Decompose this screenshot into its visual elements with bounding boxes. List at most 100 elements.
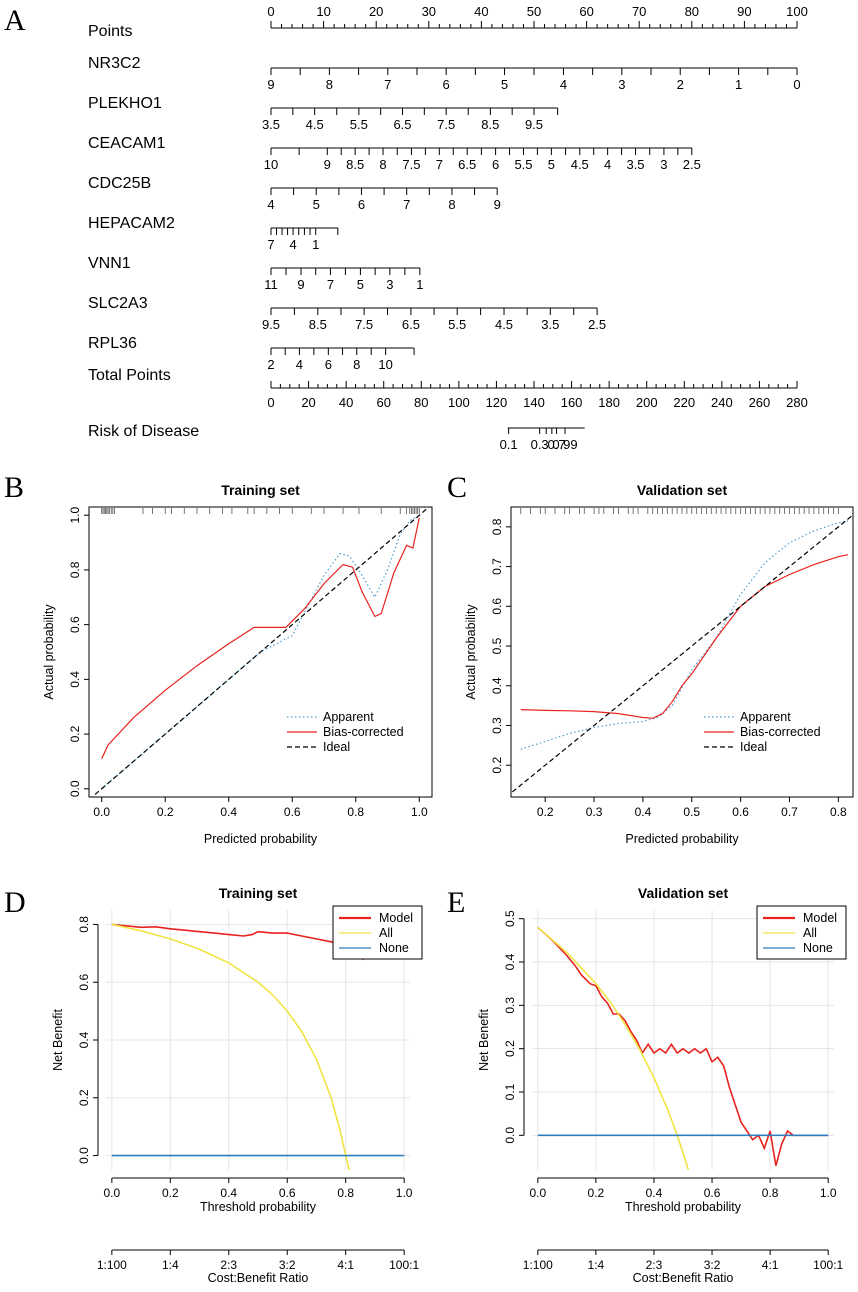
calibration-training-panel: Training set 0.0 0.2 0.4 0.6 0.8 1.0 Predicted … [42, 482, 433, 846]
var-tick-label-ceacam1: 3 [660, 157, 667, 172]
dca-valid-title: Validation set [638, 885, 729, 901]
total-points-tick-label: 20 [301, 395, 315, 410]
cal-valid-x-tick-label: 0.4 [635, 805, 652, 819]
risk-label: Risk of Disease [88, 423, 199, 440]
dca-valid-x-tick-label: 0.4 [646, 1186, 663, 1200]
var-tick-label-vnn1: 1 [416, 277, 423, 292]
panel-letter-e: E [447, 886, 465, 919]
var-tick-label-ceacam1: 5.5 [514, 157, 532, 172]
dca-train-x-tick-label: 0.8 [337, 1186, 354, 1200]
var-tick-label-hepacam2: 1 [312, 237, 319, 252]
dca-train-y-label: Net Benefit [51, 1009, 65, 1071]
cal-valid-frame [510, 506, 854, 798]
cal-train-x-tick-label: 0.8 [347, 805, 364, 819]
cal-valid-x-tick-label: 0.8 [830, 805, 847, 819]
dca-train-cb-tick-label: 3:2 [279, 1258, 296, 1272]
dca-train-x-label: Threshold probability [200, 1200, 317, 1214]
dca-valid-cb-tick-label: 2:3 [646, 1258, 663, 1272]
cal-valid-y-tick-label: 0.4 [490, 677, 504, 694]
cal-train-y-tick-label: 0.4 [68, 671, 82, 688]
points-tick-label: 80 [685, 4, 699, 19]
dca-valid-series-model [537, 926, 829, 1166]
cal-valid-x-tick-label: 0.7 [781, 805, 798, 819]
var-tick-label-ceacam1: 6.5 [458, 157, 476, 172]
cal-valid-legend-label-bias-corrected: Bias-corrected [740, 725, 821, 739]
var-tick-label-plekho1: 4.5 [306, 117, 324, 132]
var-tick-label-cdc25b: 7 [403, 197, 410, 212]
dca-valid-legend-label-all: All [803, 926, 817, 940]
cal-train-x-label: Predicted probability [204, 832, 318, 846]
var-tick-label-cdc25b: 5 [313, 197, 320, 212]
cal-valid-x-tick-label: 0.6 [732, 805, 749, 819]
cal-valid-y-tick-label: 0.7 [490, 558, 504, 575]
cal-valid-x-tick-label: 0.2 [537, 805, 554, 819]
dca-valid-y-tick-label: 0.5 [503, 910, 517, 927]
var-tick-label-ceacam1: 8 [379, 157, 386, 172]
var-tick-label-slc2a3: 3.5 [541, 317, 559, 332]
points-tick-label: 100 [786, 4, 808, 19]
var-tick-label-vnn1: 9 [297, 277, 304, 292]
var-tick-label-ceacam1: 8.5 [346, 157, 364, 172]
dca-valid-y-tick-label: 0.2 [503, 1040, 517, 1057]
dca-valid-x-label: Threshold probability [625, 1200, 742, 1214]
total-points-tick-label: 80 [414, 395, 428, 410]
cal-valid-y-tick-label: 0.2 [490, 757, 504, 774]
risk-tick-label: 0.3 [531, 437, 549, 452]
cal-train-x-tick-label: 1.0 [411, 805, 428, 819]
dca-train-cb-tick-label: 4:1 [337, 1258, 354, 1272]
total-points-tick-label: 60 [376, 395, 390, 410]
total-points-tick-label: 240 [711, 395, 733, 410]
var-tick-label-ceacam1: 7.5 [402, 157, 420, 172]
var-tick-label-slc2a3: 7.5 [355, 317, 373, 332]
var-tick-label-ceacam1: 10 [264, 157, 278, 172]
total-points-tick-label: 140 [523, 395, 545, 410]
var-tick-label-plekho1: 3.5 [262, 117, 280, 132]
dca-validation-panel: Validation set 0.0 0.2 0.4 0.6 0.8 1.0 Threshol… [477, 885, 847, 1285]
var-tick-label-rpl36: 10 [378, 357, 392, 372]
var-tick-label-ceacam1: 3.5 [626, 157, 644, 172]
points-tick-label: 70 [632, 4, 646, 19]
cal-train-y-tick-label: 0.6 [68, 616, 82, 633]
var-tick-label-slc2a3: 5.5 [448, 317, 466, 332]
dca-train-y-tick-label: 0.2 [77, 1089, 91, 1106]
dca-train-legend-label-model: Model [379, 911, 413, 925]
var-tick-label-cdc25b: 6 [358, 197, 365, 212]
var-label-cdc25b: CDC25B [88, 175, 151, 192]
points-tick-label: 0 [267, 4, 274, 19]
dca-valid-y-label: Net Benefit [477, 1009, 491, 1071]
cal-train-y-tick-label: 0.8 [68, 561, 82, 578]
var-label-slc2a3: SLC2A3 [88, 295, 148, 312]
cal-valid-y-label: Actual probability [464, 604, 478, 700]
total-points-tick-label: 0 [267, 395, 274, 410]
dca-train-legend-label-none: None [379, 941, 409, 955]
var-tick-label-nr3c2: 4 [560, 77, 567, 92]
cal-train-x-tick-label: 0.6 [284, 805, 301, 819]
total-points-tick-label: 100 [448, 395, 470, 410]
var-tick-label-vnn1: 5 [357, 277, 364, 292]
var-tick-label-ceacam1: 6 [492, 157, 499, 172]
points-tick-label: 50 [527, 4, 541, 19]
var-tick-label-hepacam2: 4 [289, 237, 296, 252]
var-tick-label-ceacam1: 5 [548, 157, 555, 172]
var-label-ceacam1: CEACAM1 [88, 135, 165, 152]
panel-letter-c: C [447, 471, 467, 504]
var-tick-label-nr3c2: 2 [677, 77, 684, 92]
var-tick-label-cdc25b: 8 [448, 197, 455, 212]
cal-valid-legend-label-ideal: Ideal [740, 740, 767, 754]
var-tick-label-cdc25b: 4 [267, 197, 274, 212]
cal-train-x-tick-label: 0.4 [220, 805, 237, 819]
var-tick-label-ceacam1: 7 [436, 157, 443, 172]
calibration-validation-panel: Validation set 0.2 0.3 0.4 0.5 0.6 0.7 0.8 Predi… [464, 482, 854, 846]
var-tick-label-cdc25b: 9 [494, 197, 501, 212]
var-tick-label-ceacam1: 2.5 [683, 157, 701, 172]
var-tick-label-plekho1: 7.5 [437, 117, 455, 132]
points-label: Points [88, 23, 132, 40]
total-points-label: Total Points [88, 367, 171, 384]
dca-valid-x-tick-label: 0.6 [704, 1186, 721, 1200]
total-points-tick-label: 40 [339, 395, 353, 410]
var-tick-label-ceacam1: 4.5 [571, 157, 589, 172]
var-tick-label-nr3c2: 9 [267, 77, 274, 92]
var-tick-label-nr3c2: 7 [384, 77, 391, 92]
cal-train-x-tick-label: 0.0 [93, 805, 110, 819]
